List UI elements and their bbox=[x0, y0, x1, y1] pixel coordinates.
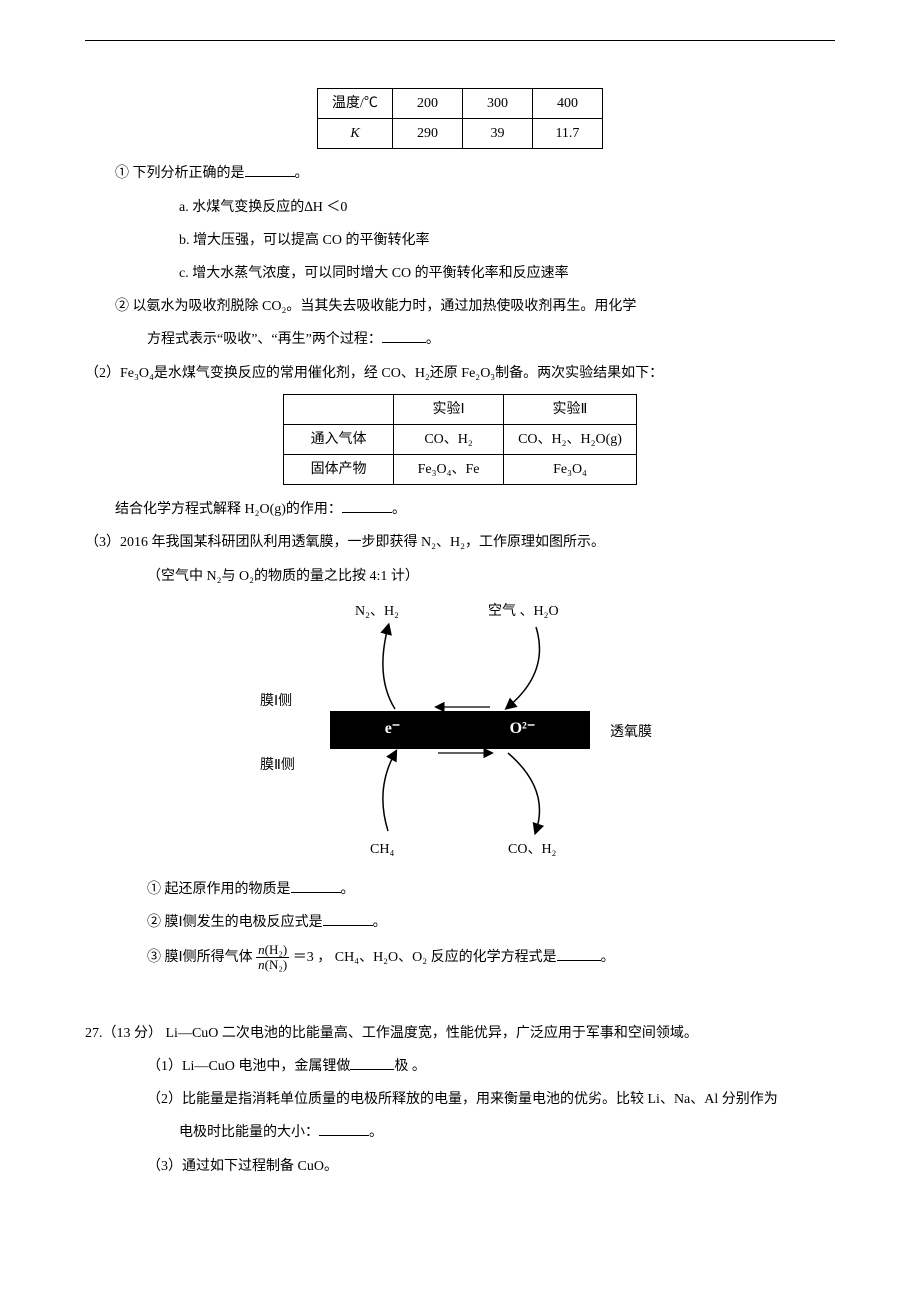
period: 。 bbox=[369, 1125, 383, 1140]
t2-r2-label: 固体产物 bbox=[284, 455, 394, 485]
diagram-side2: 膜Ⅱ侧 bbox=[260, 753, 295, 778]
part2-intro: （2）Fe₃O₄是水煤气变换反应的常用催化剂，经 CO、H₂还原 Fe₂O₃制备… bbox=[85, 361, 835, 386]
t2-r2-c1: Fe₃O₄、Fe bbox=[394, 455, 504, 485]
q27-head: 27.（13 分） Li—CuO 二次电池的比能量高、工作温度宽，性能优异，广泛… bbox=[85, 1021, 835, 1046]
q27-2b-text: 电极时比能量的大小： bbox=[179, 1125, 319, 1140]
t1-temp-1: 300 bbox=[462, 89, 532, 119]
t2-head-blank bbox=[284, 394, 394, 424]
t2-col2: 实验Ⅱ bbox=[504, 394, 637, 424]
part3-intro: （3）2016 年我国某科研团队利用透氧膜，一步即获得 N₂、H₂，工作原理如图… bbox=[85, 530, 835, 555]
frac-num: n(H₂) bbox=[256, 943, 289, 958]
temperature-k-table: 温度/℃ 200 300 400 K 290 39 11.7 bbox=[317, 88, 603, 149]
q27-3: （3）通过如下过程制备 CuO。 bbox=[85, 1154, 835, 1179]
frac-den: n(N₂) bbox=[256, 958, 289, 972]
t1-k-label: K bbox=[318, 119, 393, 149]
question-circle-1: ① 下列分析正确的是 。 bbox=[85, 161, 835, 186]
period: 。 bbox=[341, 882, 355, 897]
part3-q2-text: ② 膜Ⅰ侧发生的电极反应式是 bbox=[147, 915, 323, 930]
t2-r1-label: 通入气体 bbox=[284, 424, 394, 454]
t1-header-label: 温度/℃ bbox=[318, 89, 393, 119]
table-row: 通入气体 CO、H₂ CO、H₂、H₂O(g) bbox=[284, 424, 637, 454]
period: 。 bbox=[601, 950, 615, 965]
blank bbox=[245, 163, 295, 177]
question-circle-2: ② 以氨水为吸收剂脱除 CO₂。当其失去吸收能力时，通过加热使吸收剂再生。用化学 bbox=[85, 294, 835, 319]
part3-note: （空气中 N₂与 O₂的物质的量之比按 4:1 计） bbox=[85, 564, 835, 589]
t2-r2-c2: Fe₃O₄ bbox=[504, 455, 637, 485]
part2-question: 结合化学方程式解释 H₂O(g)的作用： 。 bbox=[85, 497, 835, 522]
blank bbox=[323, 912, 373, 926]
membrane-diagram: N₂、H₂ 空气 、H₂O 膜Ⅰ侧 e⁻ O²⁻ 透氧膜 膜Ⅱ侧 bbox=[220, 599, 700, 859]
blank bbox=[342, 499, 392, 513]
q27-2a: （2）比能量是指消耗单位质量的电极所释放的电量，用来衡量电池的优劣。比较 Li、… bbox=[85, 1087, 835, 1112]
period: 。 bbox=[392, 502, 406, 517]
q27-1: （1）Li—CuO 电池中，金属锂做 极 。 bbox=[85, 1054, 835, 1079]
diagram-side1: 膜Ⅰ侧 bbox=[260, 689, 292, 714]
t1-k-1: 39 bbox=[462, 119, 532, 149]
question-circle-2-cont: 方程式表示“吸收”、“再生”两个过程： 。 bbox=[85, 327, 835, 352]
q-circle2-cont-text: 方程式表示“吸收”、“再生”两个过程： bbox=[147, 332, 382, 347]
option-a: a. 水煤气变换反应的∆H ＜0 bbox=[85, 195, 835, 220]
part3-q3-post: ＝3 ， CH₄、H₂O、O₂ 反应的化学方程式是 bbox=[293, 950, 557, 965]
blank bbox=[291, 879, 341, 893]
t1-temp-2: 400 bbox=[532, 89, 602, 119]
period: 。 bbox=[295, 166, 309, 181]
q27-2b: 电极时比能量的大小： 。 bbox=[85, 1120, 835, 1145]
part3-q3-pre: ③ 膜Ⅰ侧所得气体 bbox=[147, 950, 256, 965]
part3-q1: ① 起还原作用的物质是 。 bbox=[85, 877, 835, 902]
t2-r1-c2: CO、H₂、H₂O(g) bbox=[504, 424, 637, 454]
diagram-bottom-left: CH₄ bbox=[370, 837, 394, 862]
t2-r1-c1: CO、H₂ bbox=[394, 424, 504, 454]
diagram-bar-label: 透氧膜 bbox=[610, 720, 652, 745]
option-b: b. 增大压强，可以提高 CO 的平衡转化率 bbox=[85, 228, 835, 253]
table-row: 实验Ⅰ 实验Ⅱ bbox=[284, 394, 637, 424]
period: 。 bbox=[426, 332, 440, 347]
blank bbox=[382, 329, 426, 343]
period: 。 bbox=[373, 915, 387, 930]
part3-q2: ② 膜Ⅰ侧发生的电极反应式是 。 bbox=[85, 910, 835, 935]
blank bbox=[319, 1122, 369, 1136]
t2-col1: 实验Ⅰ bbox=[394, 394, 504, 424]
part3-q1-text: ① 起还原作用的物质是 bbox=[147, 882, 291, 897]
t1-k-2: 11.7 bbox=[532, 119, 602, 149]
option-c: c. 增大水蒸气浓度，可以同时增大 CO 的平衡转化率和反应速率 bbox=[85, 261, 835, 286]
diagram-bottom-right: CO、H₂ bbox=[508, 837, 556, 862]
table-row: 固体产物 Fe₃O₄、Fe Fe₃O₄ bbox=[284, 455, 637, 485]
blank bbox=[350, 1056, 394, 1070]
page-top-rule bbox=[85, 40, 835, 41]
blank bbox=[557, 947, 601, 961]
bottom-arrows-svg bbox=[340, 749, 600, 845]
part3-q3: ③ 膜Ⅰ侧所得气体 n(H₂) n(N₂) ＝3 ， CH₄、H₂O、O₂ 反应… bbox=[85, 943, 835, 973]
t1-k-0: 290 bbox=[392, 119, 462, 149]
fraction: n(H₂) n(N₂) bbox=[256, 943, 289, 973]
table-row: K 290 39 11.7 bbox=[318, 119, 603, 149]
table-row: 温度/℃ 200 300 400 bbox=[318, 89, 603, 119]
part2-q-text: 结合化学方程式解释 H₂O(g)的作用： bbox=[115, 502, 342, 517]
q-circle1-text: ① 下列分析正确的是 bbox=[115, 166, 245, 181]
t1-temp-0: 200 bbox=[392, 89, 462, 119]
experiment-table: 实验Ⅰ 实验Ⅱ 通入气体 CO、H₂ CO、H₂、H₂O(g) 固体产物 Fe₃… bbox=[283, 394, 637, 486]
q27-1-post: 极 。 bbox=[394, 1059, 426, 1074]
q27-1-text: （1）Li—CuO 电池中，金属锂做 bbox=[147, 1059, 350, 1074]
